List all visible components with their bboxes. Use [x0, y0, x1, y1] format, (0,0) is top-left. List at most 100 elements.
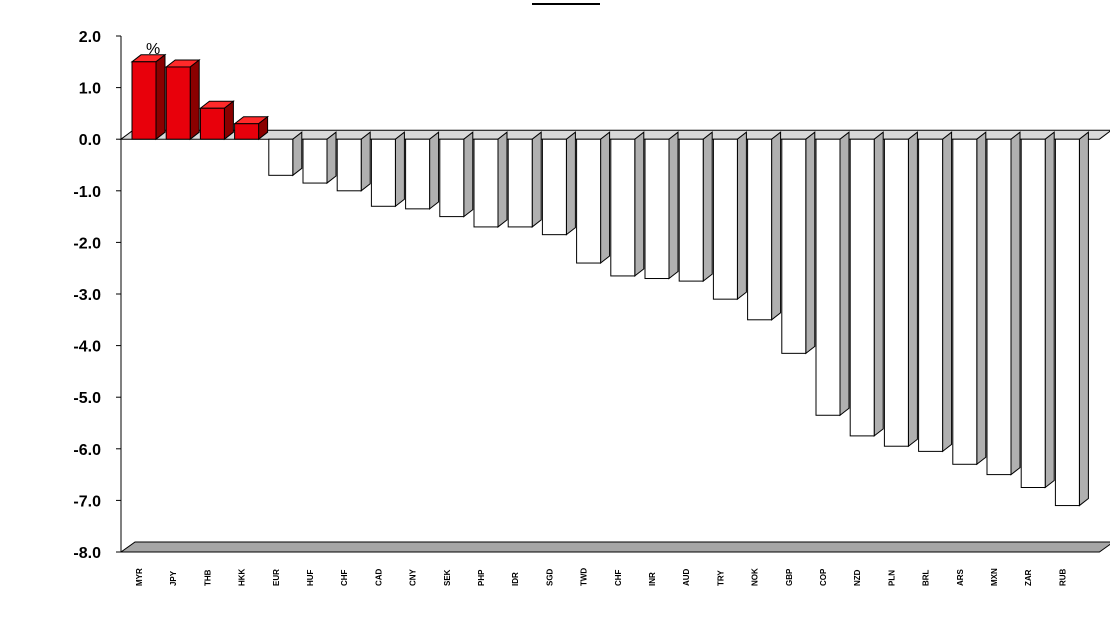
- category-label: THB: [203, 569, 212, 586]
- category-label: MXN: [990, 568, 999, 586]
- y-tick-label: -4.0: [73, 339, 101, 356]
- bar: [302, 131, 337, 185]
- bar-front: [165, 66, 191, 140]
- bar: [849, 131, 884, 437]
- category-label: AUD: [682, 568, 691, 586]
- category-label: NZD: [853, 569, 862, 586]
- category-label: BRL: [922, 569, 931, 586]
- bar-front: [541, 138, 567, 236]
- bar-front: [473, 138, 499, 228]
- bar-side: [907, 131, 918, 448]
- bar: [1054, 131, 1089, 507]
- bar: [370, 131, 405, 208]
- bar-front: [268, 138, 294, 176]
- bar-side: [360, 131, 371, 192]
- bar-side: [805, 131, 816, 355]
- bar: [678, 131, 713, 283]
- category-label: SGD: [545, 568, 554, 586]
- bar-front: [747, 138, 773, 321]
- bar: [473, 131, 508, 228]
- bar-side: [155, 53, 166, 141]
- category-label: JPY: [169, 570, 178, 586]
- floor-plane: [119, 541, 1110, 553]
- bar-front: [507, 138, 533, 228]
- bar-side: [292, 131, 303, 177]
- bar-front: [644, 138, 670, 280]
- category-label: IDR: [511, 572, 520, 586]
- bar-side: [702, 131, 713, 283]
- bar: [164, 58, 201, 141]
- y-axis: 2.0 1.0 0.0 -1.0 -2.0 -3.0 -4.0 -5.0 -6.0 -7.0 -8.…: [73, 29, 122, 562]
- category-labels: MYR JPY THB HKK EUR HUF CHF CAD CNY SEK PHP IDR SGD T…: [135, 568, 1067, 586]
- bar-side: [668, 131, 679, 280]
- category-label: HUF: [306, 569, 315, 586]
- bar-side: [634, 131, 645, 277]
- category-label: MYR: [135, 568, 144, 586]
- bar: [883, 131, 918, 448]
- bar: [130, 53, 167, 141]
- category-label: CHF: [340, 569, 349, 586]
- category-label: PLN: [887, 570, 896, 586]
- bar-side: [394, 131, 405, 208]
- unit-label: %: [146, 41, 160, 58]
- bar-side: [1044, 131, 1055, 489]
- bar-side: [189, 58, 200, 141]
- category-label: CNY: [409, 568, 418, 586]
- y-tick-label: -6.0: [73, 442, 101, 459]
- bar-series: [130, 53, 1089, 507]
- bar-side: [873, 131, 884, 437]
- category-label: CAD: [374, 568, 383, 586]
- bar: [712, 131, 747, 301]
- y-tick-label: -1.0: [73, 184, 101, 201]
- bar-front: [918, 138, 944, 452]
- bar: [952, 131, 987, 466]
- y-tick-label: -3.0: [73, 287, 101, 304]
- bar: [918, 131, 953, 453]
- category-label: RUB: [1058, 568, 1067, 586]
- bar-front: [610, 138, 636, 277]
- category-label: EUR: [272, 569, 281, 586]
- bar: [198, 100, 235, 141]
- bar-front: [199, 107, 225, 140]
- bar: [1020, 131, 1055, 489]
- bar-front: [131, 61, 157, 140]
- bar-front: [849, 138, 875, 437]
- bar-side: [600, 131, 611, 265]
- bar-front: [405, 138, 431, 210]
- bar-side: [942, 131, 953, 453]
- bar: [336, 131, 371, 192]
- bar: [507, 131, 542, 228]
- bar-side: [223, 100, 234, 141]
- bar-side: [1010, 131, 1021, 476]
- bar-front: [302, 138, 328, 184]
- bar-side: [565, 131, 576, 236]
- bar-front: [370, 138, 396, 207]
- zero-plane: [119, 129, 1110, 140]
- bar: [405, 131, 440, 210]
- y-tick-label: -5.0: [73, 390, 101, 407]
- category-label: ZAR: [1024, 569, 1033, 586]
- bar-front: [712, 138, 738, 300]
- bar-side: [326, 131, 337, 185]
- bar-side: [736, 131, 747, 301]
- bar-front: [439, 138, 465, 218]
- bar-front: [1020, 138, 1046, 488]
- y-tick-label: 1.0: [79, 81, 101, 98]
- bar-front: [815, 138, 841, 416]
- bar: [986, 131, 1021, 476]
- bar-front: [576, 138, 602, 264]
- bar: [268, 131, 303, 177]
- bar-side: [497, 131, 508, 228]
- category-label: SEK: [443, 569, 452, 586]
- bar-side: [463, 131, 474, 218]
- bar: [747, 131, 782, 321]
- bar-side: [976, 131, 987, 466]
- bar-front: [883, 138, 909, 447]
- y-tick-label: 2.0: [79, 29, 101, 46]
- bar-front: [234, 123, 260, 140]
- bar: [576, 131, 611, 265]
- y-tick-label: -2.0: [73, 235, 101, 252]
- category-label: HKK: [238, 568, 247, 586]
